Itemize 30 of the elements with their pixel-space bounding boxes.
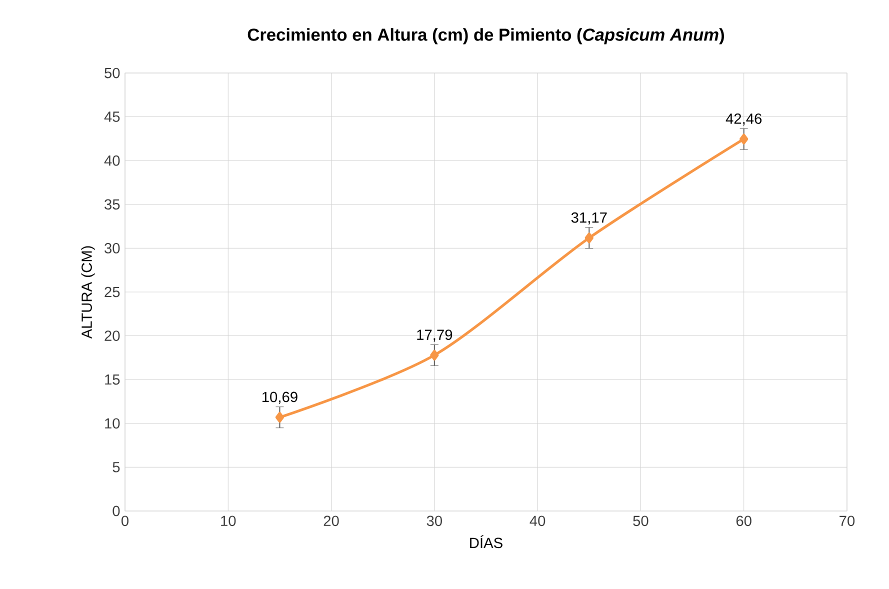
y-tick-label: 35 <box>104 199 120 210</box>
y-tick-label: 45 <box>104 112 120 122</box>
point <box>275 412 284 423</box>
x-tick-label: 50 <box>633 516 648 526</box>
data-label: 17,79 <box>417 330 452 342</box>
x-tick-label: 20 <box>324 516 339 526</box>
chart-title: Crecimiento en Altura (cm) de Pimiento (Capsicum Anum) <box>248 28 724 44</box>
y-tick-label: 10 <box>105 418 120 429</box>
y-tick-label: 20 <box>104 330 120 341</box>
x-tick-label: 30 <box>426 516 442 526</box>
point <box>584 232 594 244</box>
data-label: 42,46 <box>726 113 762 126</box>
y-tick-label: 50 <box>104 68 120 78</box>
y-tick-label: 15 <box>105 374 120 385</box>
x-axis-title: DÍAS <box>470 535 502 548</box>
point <box>430 350 439 360</box>
y-axis-title: ALTURA (CM) <box>81 246 95 339</box>
data-label: 31,17 <box>571 212 607 224</box>
y-tick-label: 0 <box>112 506 120 516</box>
x-tick-label: 0 <box>121 516 128 526</box>
point <box>740 134 748 144</box>
data-label: 10,69 <box>262 392 298 404</box>
x-tick-label: 70 <box>840 516 855 526</box>
y-tick-label: 40 <box>104 155 120 166</box>
x-tick-label: 10 <box>221 516 236 526</box>
x-tick-label: 40 <box>530 516 546 526</box>
x-tick-label: 60 <box>736 516 752 526</box>
y-tick-label: 25 <box>104 286 120 298</box>
y-tick-label: 5 <box>112 462 120 472</box>
y-tick-label: 30 <box>104 243 120 254</box>
